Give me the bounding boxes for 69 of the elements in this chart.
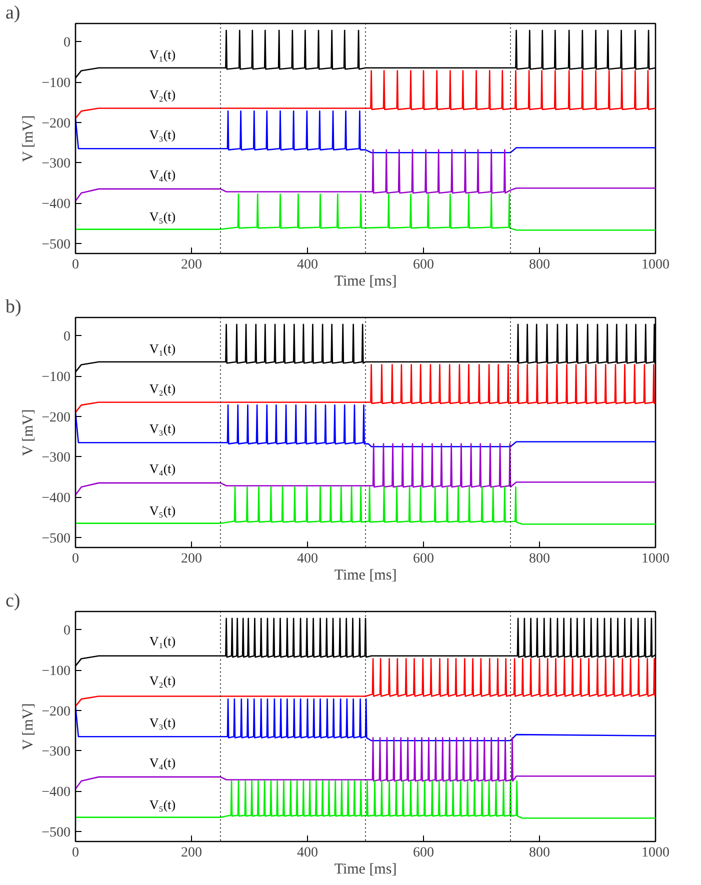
x-tick-label: 1000	[642, 552, 670, 566]
y-tick-label: −300	[42, 744, 71, 760]
y-tick-label: −100	[42, 664, 71, 680]
y-tick-label: −200	[42, 410, 71, 426]
series-label: V₂(t)	[149, 381, 176, 396]
chart-title: a)	[6, 2, 20, 24]
series-label: V₁(t)	[149, 634, 176, 649]
y-tick-label: −500	[42, 825, 71, 840]
x-tick-label: 200	[181, 552, 202, 566]
y-axis-title: V [mV]	[20, 115, 37, 162]
y-tick-label: −200	[42, 116, 71, 132]
y-tick-label: −400	[42, 785, 71, 800]
y-tick-label: −500	[42, 237, 71, 252]
x-tick-label: 600	[413, 846, 434, 860]
x-axis-title: Time [ms]	[334, 274, 397, 290]
y-tick-label: −400	[42, 197, 71, 212]
y-tick-label: −200	[42, 704, 71, 720]
y-tick-label: −300	[42, 450, 71, 466]
y-tick-label: −300	[42, 156, 71, 172]
line-series	[76, 443, 656, 496]
line-series	[76, 486, 656, 525]
y-tick-label: 0	[64, 624, 70, 639]
x-tick-label: 800	[529, 552, 550, 566]
series-label: V₃(t)	[149, 714, 176, 730]
line-series	[76, 737, 656, 790]
line-series	[76, 698, 656, 742]
y-tick-label: −100	[42, 370, 71, 386]
series-label: V₅(t)	[149, 797, 176, 812]
chart-title: c)	[6, 590, 20, 612]
line-series	[76, 404, 656, 448]
x-tick-label: 800	[529, 258, 550, 272]
x-axis-title: Time [ms]	[334, 568, 397, 584]
series-label: V₂(t)	[149, 673, 176, 688]
y-axis-title: V [mV]	[20, 409, 37, 456]
line-series	[76, 194, 656, 231]
line-series	[76, 364, 656, 413]
x-tick-label: 400	[297, 846, 318, 860]
chart-title: b)	[6, 296, 22, 318]
series-label: V₃(t)	[149, 420, 176, 436]
x-tick-label: 600	[413, 258, 434, 272]
series-label: V₂(t)	[149, 87, 176, 102]
series-label: V₄(t)	[149, 755, 176, 770]
y-tick-label: 0	[64, 330, 70, 345]
series-label: V₁(t)	[149, 340, 176, 356]
x-tick-label: 200	[181, 258, 202, 272]
series-label: V₄(t)	[149, 461, 176, 476]
x-tick-label: 400	[297, 258, 318, 272]
series-label: V₄(t)	[149, 167, 176, 182]
x-tick-label: 800	[529, 846, 550, 860]
y-tick-label: −400	[42, 491, 71, 506]
x-tick-label: 400	[297, 552, 318, 566]
line-series	[76, 780, 656, 819]
y-tick-label: −100	[42, 76, 71, 92]
y-axis-title: V [mV]	[20, 703, 37, 750]
line-series	[76, 149, 656, 202]
y-tick-label: 0	[64, 36, 70, 51]
line-series	[76, 70, 656, 119]
x-tick-label: 1000	[642, 258, 670, 272]
x-axis-title: Time [ms]	[334, 862, 397, 878]
series-label: V₅(t)	[149, 503, 176, 518]
y-tick-label: −500	[42, 531, 71, 546]
series-label: V₁(t)	[149, 46, 176, 62]
x-tick-label: 200	[181, 846, 202, 860]
series-label: V₃(t)	[149, 126, 176, 142]
x-tick-label: 1000	[642, 846, 670, 860]
x-tick-label: 600	[413, 552, 434, 566]
series-label: V₅(t)	[149, 209, 176, 224]
line-series	[76, 658, 656, 707]
line-series	[76, 110, 656, 154]
